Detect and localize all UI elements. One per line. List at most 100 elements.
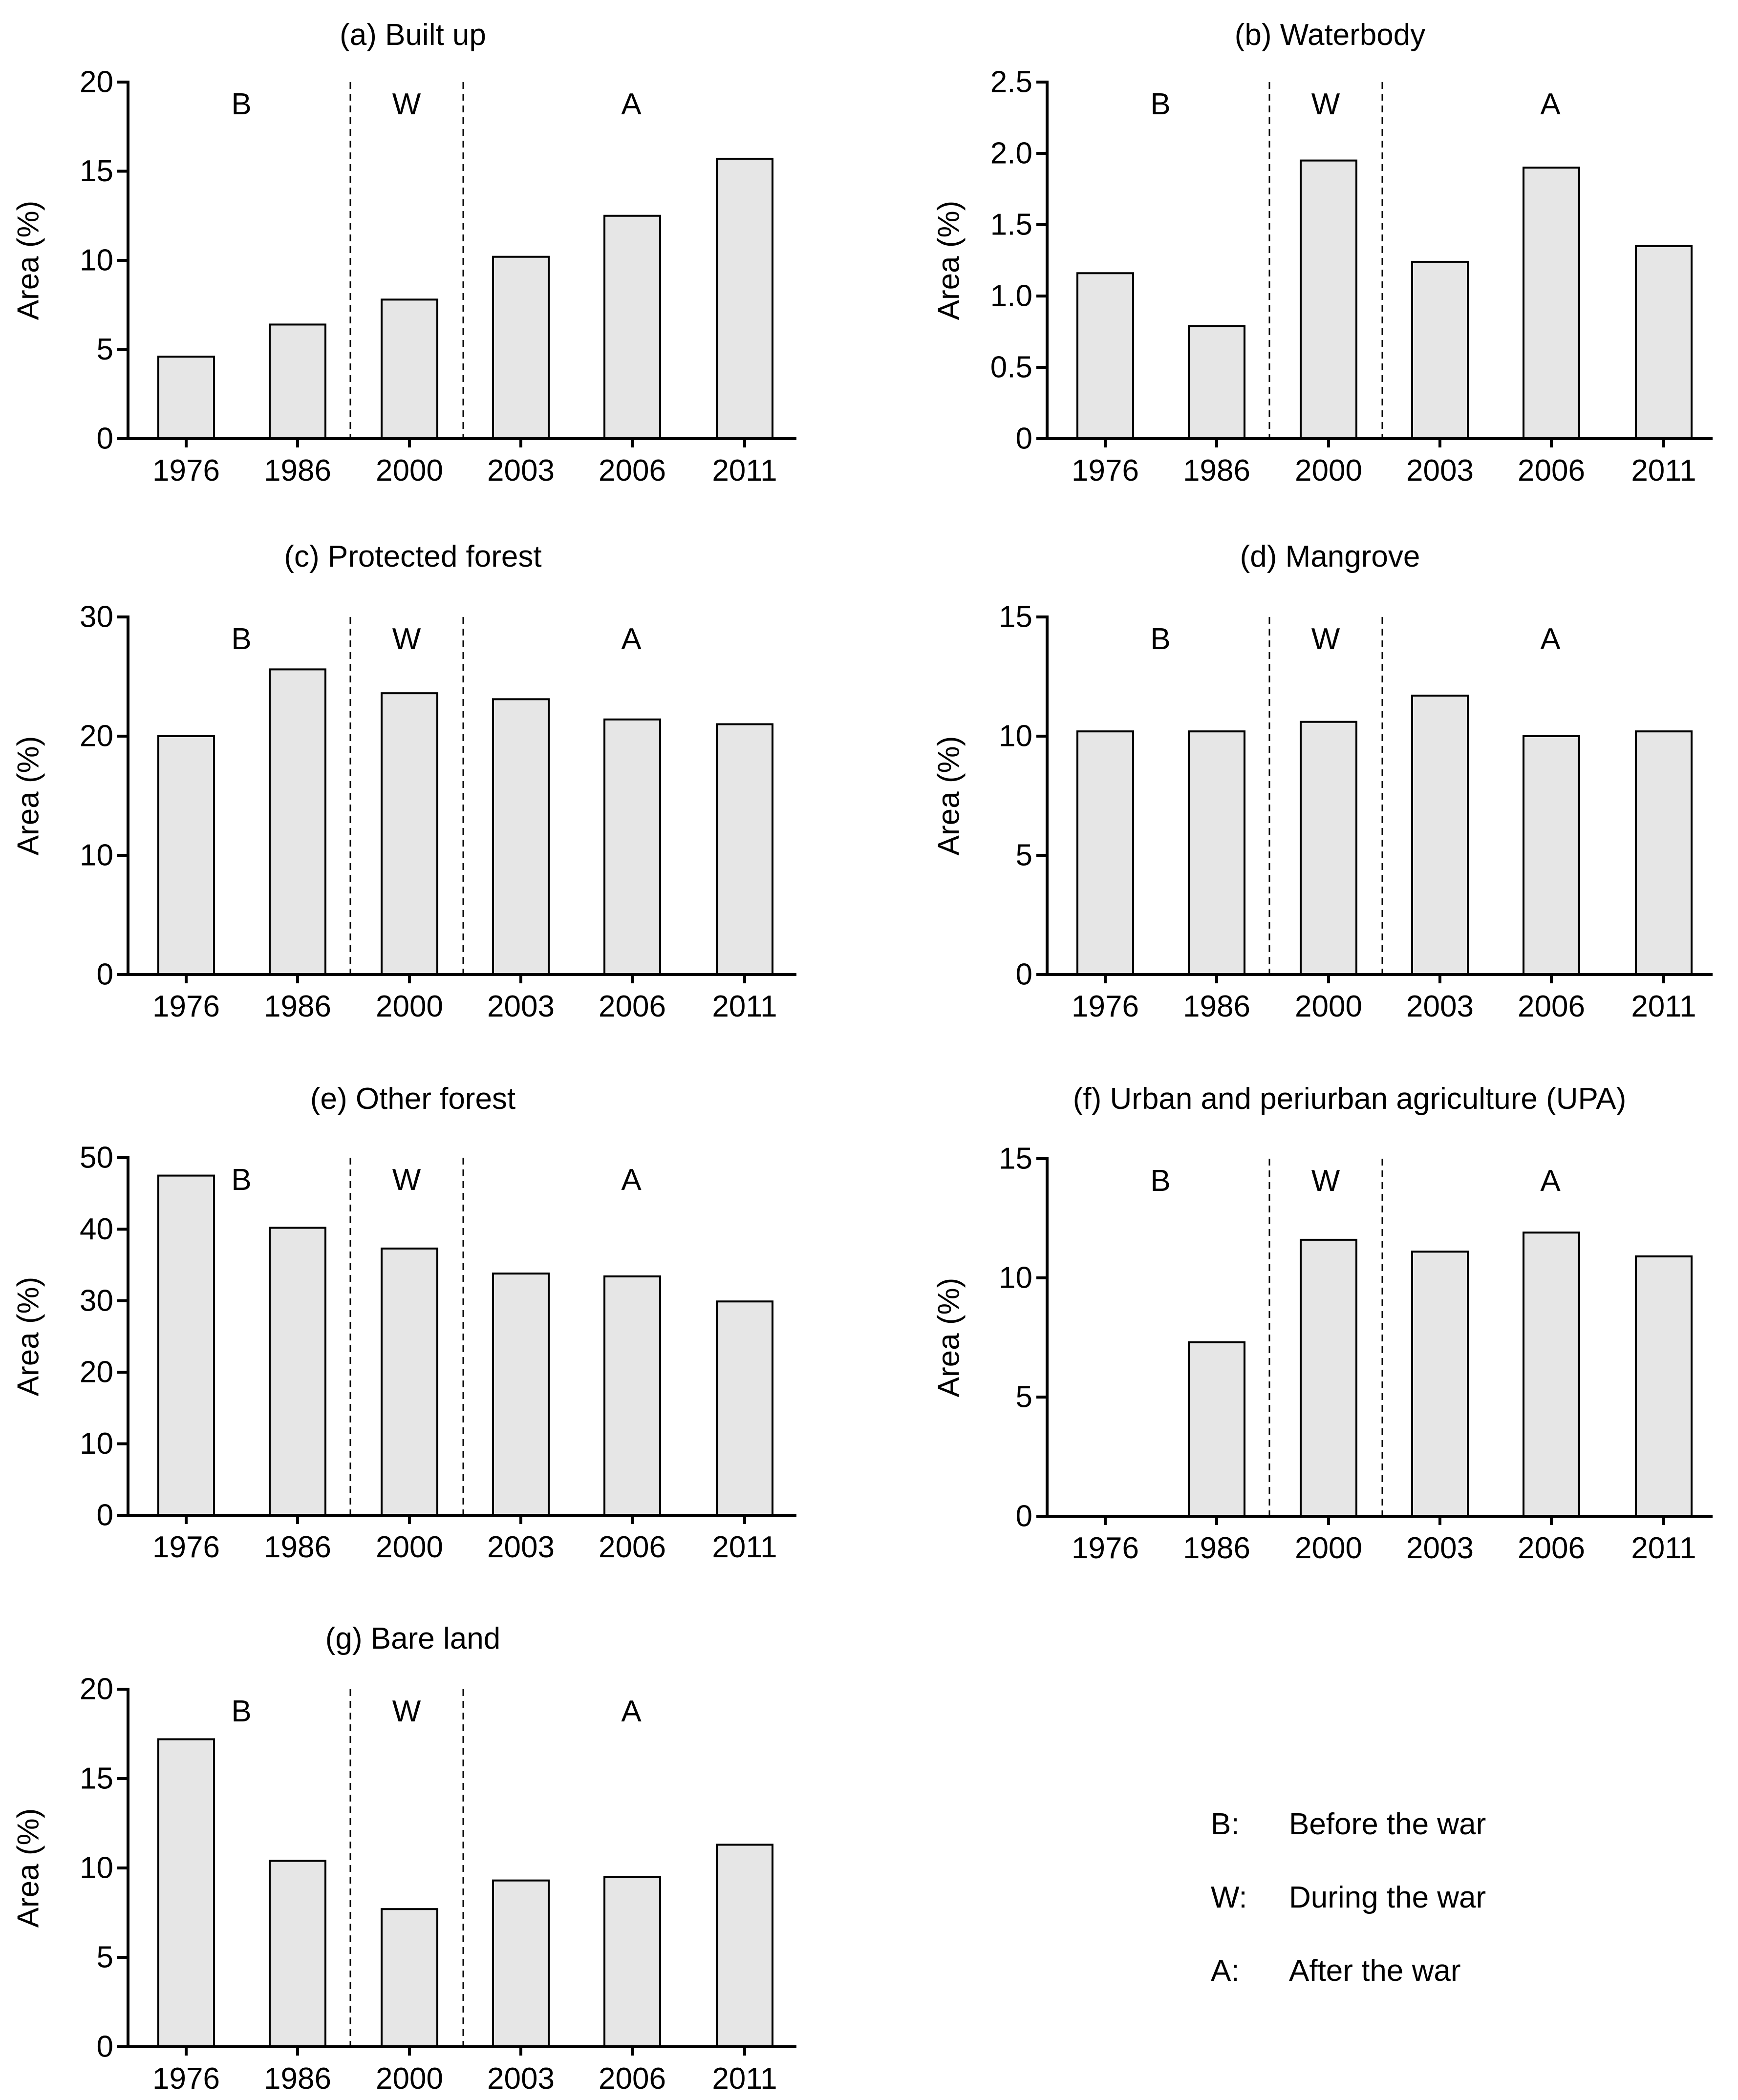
chart-title: (a) Built up	[340, 18, 486, 52]
x-tick-label: 1986	[264, 990, 331, 1023]
y-axis-label: Area (%)	[12, 1808, 45, 1928]
bar	[1411, 695, 1469, 976]
period-label: A	[621, 87, 642, 121]
y-tick-label: 40	[80, 1212, 113, 1246]
bar	[1523, 1231, 1580, 1517]
y-tick-label: 0	[97, 1499, 113, 1532]
y-tick-label: 0	[97, 2030, 113, 2064]
y-tick-label: 5	[1016, 839, 1032, 872]
y-tick-label: 2.0	[990, 137, 1032, 170]
bar	[603, 1275, 661, 1516]
period-legend: B: Before the war W: During the war A: A…	[1211, 1807, 1486, 1988]
legend-text-during: During the war	[1289, 1881, 1486, 1914]
bar	[157, 735, 215, 976]
bar	[1635, 730, 1693, 976]
y-axis-label: Area (%)	[12, 1277, 45, 1397]
x-tick-label: 1986	[264, 2062, 331, 2096]
period-label: A	[621, 622, 642, 656]
x-tick-label: 2011	[712, 1530, 777, 1564]
legend-key-after: A:	[1211, 1954, 1240, 1988]
bar	[381, 692, 438, 976]
chart-panel: (e) Other forest Area (%) B W A 0 10 20 30 40 50 19…	[12, 1082, 796, 1564]
chart-panel: (d) Mangrove Area (%) B W A 0 5 10 15 1976 1986 200…	[932, 540, 1713, 1023]
x-tick-label: 1986	[1183, 990, 1250, 1023]
bar	[492, 698, 550, 976]
x-tick-label: 1976	[1072, 454, 1139, 488]
y-axis-label: Area (%)	[932, 1278, 966, 1398]
period-label: A	[621, 1163, 642, 1197]
x-tick-label: 2006	[599, 2062, 666, 2096]
y-axis-label: Area (%)	[12, 201, 45, 320]
y-axis-label: Area (%)	[932, 736, 966, 856]
chart-panel: (b) Waterbody Area (%) B W A 0 0.5 1.0 1.5 2.0 2.5…	[932, 18, 1713, 488]
y-tick-label: 5	[97, 1941, 113, 1974]
period-label: B	[1150, 622, 1170, 656]
legend-text-after: After the war	[1289, 1954, 1460, 1988]
bar	[1188, 1341, 1245, 1517]
bar	[269, 1860, 326, 2048]
chart-panel: (f) Urban and periurban agriculture (UPA…	[932, 1082, 1713, 1565]
bar	[269, 323, 326, 440]
period-label: A	[1540, 1164, 1561, 1198]
x-tick-label: 1976	[1072, 1531, 1139, 1565]
bar	[1411, 1251, 1469, 1518]
bar	[1076, 272, 1134, 440]
bar	[603, 718, 661, 976]
y-tick-label: 5	[1016, 1380, 1032, 1414]
bar	[716, 1844, 773, 2048]
x-tick-label: 2000	[1295, 990, 1362, 1023]
bar	[1188, 730, 1245, 976]
bar	[381, 298, 438, 440]
x-tick-label: 2006	[1518, 454, 1585, 488]
y-tick-label: 30	[80, 1284, 113, 1317]
period-label: W	[392, 1163, 421, 1197]
y-tick-label: 10	[80, 839, 113, 872]
x-tick-label: 2003	[1406, 990, 1474, 1023]
period-label: B	[231, 1695, 251, 1728]
bar	[1411, 260, 1469, 440]
x-tick-label: 2000	[376, 1530, 443, 1564]
x-tick-label: 2003	[1406, 454, 1474, 488]
x-tick-label: 2011	[1631, 990, 1696, 1023]
bar	[1300, 1238, 1357, 1517]
x-tick-label: 2003	[487, 1530, 555, 1564]
x-tick-label: 2006	[599, 1530, 666, 1564]
x-tick-label: 1976	[152, 454, 220, 488]
period-label: B	[231, 622, 251, 656]
chart-title: (e) Other forest	[310, 1082, 515, 1116]
x-tick-label: 1986	[1183, 1531, 1250, 1565]
period-label: B	[231, 87, 251, 121]
x-tick-label: 1976	[152, 1530, 220, 1564]
y-tick-label: 20	[80, 720, 113, 753]
y-tick-label: 5	[97, 333, 113, 366]
x-tick-label: 2011	[712, 2062, 777, 2096]
x-tick-label: 2003	[487, 454, 555, 488]
legend-key-during: W:	[1211, 1881, 1247, 1914]
period-label: W	[1311, 622, 1340, 656]
chart-title: (b) Waterbody	[1235, 18, 1426, 52]
y-axis-label: Area (%)	[12, 736, 45, 856]
bar	[1523, 735, 1580, 976]
x-tick-label: 2006	[1518, 1531, 1585, 1565]
y-tick-label: 10	[999, 1261, 1032, 1295]
y-tick-label: 15	[999, 1142, 1032, 1176]
period-label: W	[1311, 87, 1340, 121]
chart-title: (c) Protected forest	[284, 540, 541, 573]
x-tick-label: 2006	[599, 990, 666, 1023]
x-tick-label: 2000	[376, 2062, 443, 2096]
bar	[269, 668, 326, 976]
period-label: W	[392, 1695, 421, 1728]
x-tick-label: 1976	[1072, 990, 1139, 1023]
period-label: W	[392, 622, 421, 656]
x-tick-label: 2011	[1631, 1531, 1696, 1565]
x-tick-label: 2003	[1406, 1531, 1474, 1565]
x-tick-label: 1986	[264, 454, 331, 488]
y-tick-label: 20	[80, 1356, 113, 1389]
chart-title: (g) Bare land	[325, 1622, 500, 1655]
y-tick-label: 0	[1016, 422, 1032, 456]
period-label: A	[621, 1695, 642, 1728]
y-tick-label: 10	[80, 1427, 113, 1461]
x-tick-label: 1986	[264, 1530, 331, 1564]
y-tick-label: 10	[80, 244, 113, 277]
